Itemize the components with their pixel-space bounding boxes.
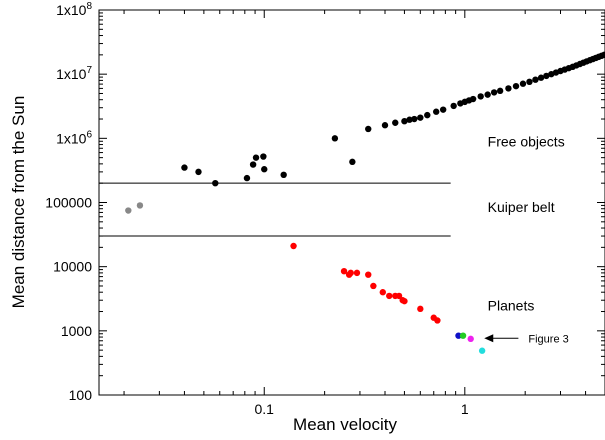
data-point [370,282,377,290]
region-label: Kuiper belt [488,199,555,215]
data-point [395,292,403,300]
x-tick-label: 1 [461,401,469,417]
data-point [195,168,202,176]
data-point [401,297,408,305]
data-point [347,269,354,277]
annotation-label: Figure 3 [528,333,568,345]
data-point [411,115,418,123]
data-point [532,76,539,83]
x-tick-label: 0.1 [255,401,275,417]
data-point [249,161,257,168]
data-point [439,106,447,113]
y-tick-label: 100 [69,387,93,403]
data-point [526,78,533,86]
data-point [512,82,520,90]
data-point [349,158,356,166]
data-point [484,91,491,98]
y-tick-label: 1x108 [56,1,92,18]
data-point [467,335,474,343]
figure-annotation: Figure 3 [484,333,569,345]
data-point [392,119,399,126]
data-point [490,89,498,96]
data-point [365,271,372,278]
region-label: Planets [488,297,535,313]
region-labels: Free objects Kuiper belt Planets [488,133,565,313]
data-point [290,242,297,250]
data-point [505,85,512,92]
data-point [434,317,441,324]
data-point [477,93,484,100]
data-point [450,102,457,110]
data-point [401,117,408,125]
data-points [125,51,605,354]
data-point [455,332,462,339]
data-point [432,108,440,115]
data-point [261,166,268,173]
data-point [340,267,348,275]
x-axis: 0.1 1 [123,10,605,417]
data-point [543,72,550,80]
x-axis-title: Mean velocity [293,415,397,434]
data-point [478,347,486,354]
data-point [331,135,339,142]
y-tick-label: 10000 [53,259,92,275]
y-tick-label: 1x107 [56,65,92,82]
data-point [600,51,605,59]
data-point [379,289,386,296]
data-point [469,95,477,103]
data-point [424,111,431,119]
data-point [537,74,545,81]
y-axis-title: Mean distance from the Sun [9,96,28,309]
data-point [365,125,372,133]
data-point [519,80,527,87]
y-tick-label: 1x106 [56,129,92,146]
y-axis: 100 1000 10000 100000 1x106 1x107 1x108 [45,1,605,403]
data-point [243,174,251,182]
data-point [181,164,188,171]
data-point [381,122,389,129]
data-point [125,207,132,214]
data-point [417,305,424,313]
data-point [459,332,467,339]
data-point [417,114,424,121]
region-label: Free objects [488,133,565,149]
data-point [260,153,267,160]
data-point [496,87,504,95]
data-point [353,269,361,277]
reference-lines [99,182,451,237]
data-point [280,171,287,179]
annotation-arrow-head [484,334,494,343]
y-tick-label: 100000 [45,195,92,211]
data-point [386,292,393,300]
data-point [252,154,260,161]
data-point [212,179,219,187]
y-tick-label: 1000 [61,323,92,339]
data-point [136,202,144,209]
data-point [406,116,413,123]
